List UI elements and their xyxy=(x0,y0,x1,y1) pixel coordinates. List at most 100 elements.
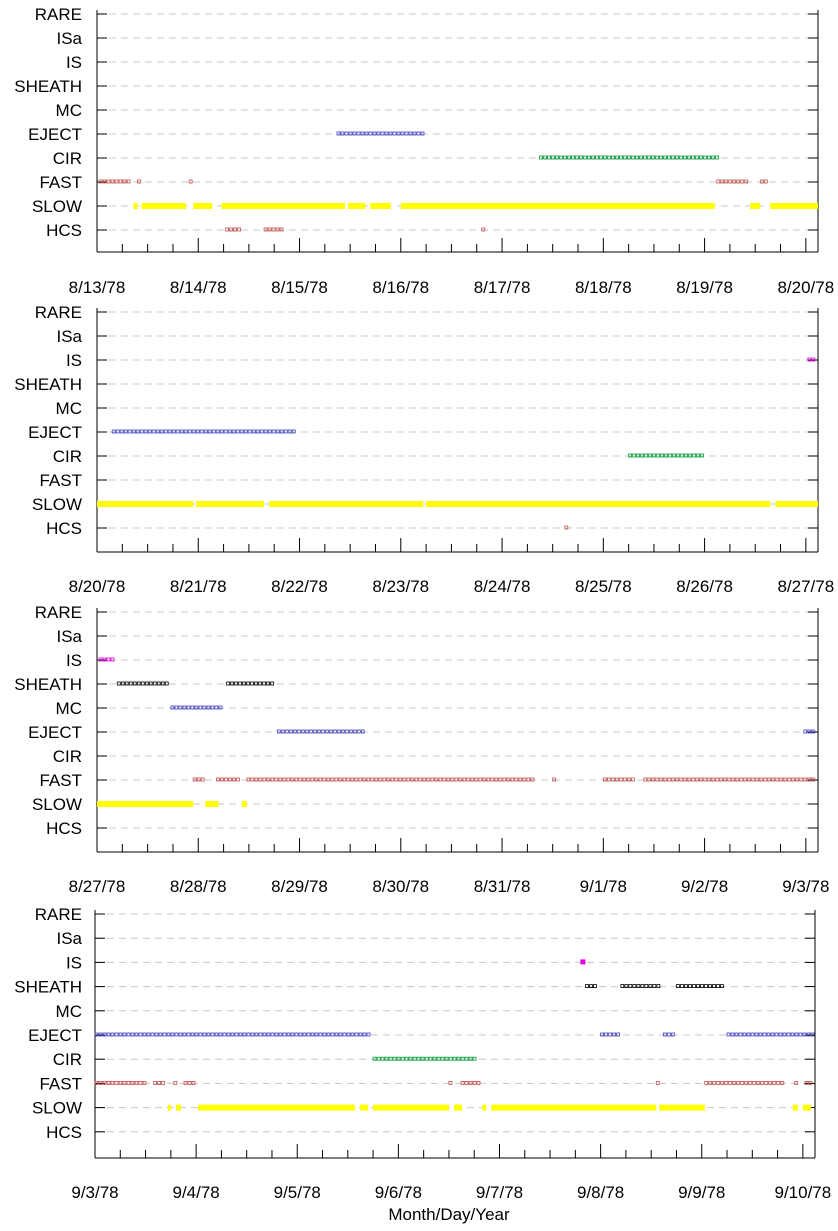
eject-marker xyxy=(612,1032,617,1037)
sheath-marker xyxy=(692,984,696,988)
eject-marker xyxy=(762,1032,767,1037)
sheath-marker xyxy=(704,984,708,988)
eject-marker xyxy=(300,729,305,734)
sheath-marker xyxy=(270,681,275,686)
fast-marker xyxy=(724,179,729,184)
fast-marker xyxy=(667,777,672,782)
eject-marker xyxy=(143,429,148,434)
x-tick-label: 8/20/78 xyxy=(69,577,126,596)
cir-marker xyxy=(672,453,677,458)
eject-marker xyxy=(115,429,120,434)
category-label: MC xyxy=(56,101,82,120)
fast-marker xyxy=(803,777,808,782)
eject-marker xyxy=(118,1032,123,1037)
category-label: SHEATH xyxy=(14,77,82,96)
fast-marker xyxy=(102,1081,107,1085)
eject-marker xyxy=(412,131,417,136)
eject-marker xyxy=(218,1032,223,1037)
category-label: RARE xyxy=(35,5,82,24)
fast-marker xyxy=(122,1081,127,1085)
sheath-marker xyxy=(258,681,263,686)
fast-marker xyxy=(716,179,721,184)
fast-marker xyxy=(768,1081,773,1085)
is-marker xyxy=(580,959,586,965)
cir-marker xyxy=(547,155,551,160)
slow-marker-run xyxy=(193,203,213,209)
x-tick-label: 9/2/78 xyxy=(681,877,728,896)
eject-marker xyxy=(766,1032,771,1037)
eject-marker xyxy=(344,729,349,734)
fast-marker xyxy=(622,777,627,782)
fast-marker xyxy=(794,1081,799,1085)
fast-marker xyxy=(787,777,792,782)
fast-marker xyxy=(426,777,431,782)
cir-marker xyxy=(428,1056,433,1061)
fast-marker xyxy=(748,1081,753,1085)
eject-marker xyxy=(754,1032,759,1037)
fast-marker xyxy=(94,1081,99,1085)
eject-marker xyxy=(348,131,353,136)
category-label: SLOW xyxy=(32,197,82,216)
cir-marker xyxy=(456,1056,461,1061)
fast-marker xyxy=(294,777,299,782)
x-tick-label: 9/4/78 xyxy=(172,1183,219,1202)
category-label: IS xyxy=(66,53,82,72)
slow-marker-run xyxy=(348,203,366,209)
eject-marker xyxy=(151,429,156,434)
sheath-marker xyxy=(132,681,137,686)
cir-marker xyxy=(472,1056,477,1061)
fast-marker xyxy=(760,1081,765,1085)
eject-marker xyxy=(223,429,228,434)
fast-marker xyxy=(727,777,732,782)
fast-marker xyxy=(735,777,740,782)
eject-marker xyxy=(247,429,252,434)
fast-marker xyxy=(647,777,652,782)
cir-marker xyxy=(611,155,615,160)
eject-marker xyxy=(662,1032,667,1037)
fast-marker xyxy=(606,777,611,782)
fast-marker xyxy=(736,1081,741,1085)
cir-marker xyxy=(667,155,671,160)
fast-marker xyxy=(306,777,311,782)
slow-marker-run xyxy=(802,1104,811,1111)
category-label: SLOW xyxy=(32,1099,82,1118)
category-label: ISa xyxy=(56,29,82,48)
x-tick-label: 8/19/78 xyxy=(676,278,733,297)
fast-marker xyxy=(326,777,331,782)
eject-marker xyxy=(171,429,176,434)
mc-marker xyxy=(190,705,195,710)
eject-marker xyxy=(274,1032,279,1037)
slow-marker-run xyxy=(167,1104,171,1111)
category-label: SHEATH xyxy=(14,375,82,394)
eject-marker xyxy=(279,429,284,434)
fast-marker xyxy=(614,777,619,782)
sheath-marker xyxy=(230,681,235,686)
sheath-marker xyxy=(116,681,121,686)
eject-marker xyxy=(135,429,140,434)
fast-marker xyxy=(728,1081,733,1085)
fast-marker xyxy=(191,1081,196,1085)
fast-marker xyxy=(502,777,507,782)
cir-marker xyxy=(628,453,633,458)
is-marker xyxy=(110,657,115,662)
eject-marker xyxy=(280,729,285,734)
fast-marker xyxy=(302,777,307,782)
hcs-marker xyxy=(233,227,238,232)
eject-marker xyxy=(214,1032,219,1037)
eject-marker xyxy=(296,729,301,734)
eject-marker xyxy=(388,131,393,136)
eject-marker xyxy=(368,131,373,136)
fast-marker xyxy=(98,179,103,184)
fast-marker xyxy=(795,777,800,782)
fast-marker xyxy=(134,1081,139,1085)
fast-marker xyxy=(102,179,107,184)
eject-marker xyxy=(147,429,152,434)
eject-marker xyxy=(338,1032,343,1037)
fast-marker xyxy=(157,1081,162,1085)
slow-marker-run xyxy=(269,501,424,507)
eject-marker xyxy=(302,1032,307,1037)
sheath-marker xyxy=(144,681,149,686)
eject-marker xyxy=(360,729,365,734)
eject-marker xyxy=(306,1032,311,1037)
mc-marker xyxy=(206,705,211,710)
